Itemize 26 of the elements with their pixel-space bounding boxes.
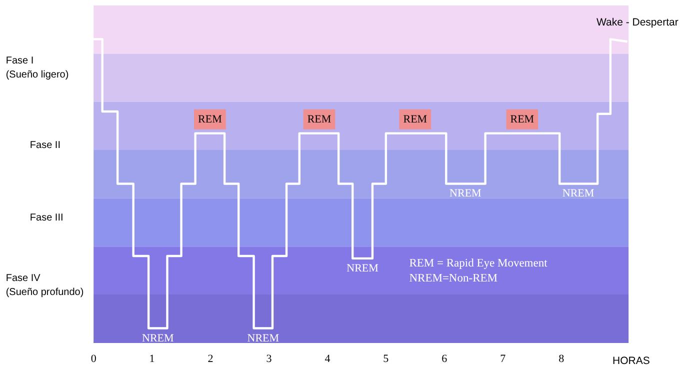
- annotation: REM: [403, 113, 428, 126]
- x-tick-label: 2: [208, 352, 214, 365]
- x-tick-label: 7: [500, 352, 506, 365]
- annotation: REM = Rapid Eye Movement: [409, 258, 548, 270]
- annotation: NREM: [562, 188, 594, 200]
- x-tick-label: 1: [149, 352, 155, 365]
- text: Fase IV (Sueño profundo): [6, 272, 84, 298]
- text: Fase II: [30, 140, 60, 151]
- annotation: REM: [198, 113, 222, 126]
- annotation: REM: [510, 113, 534, 126]
- x-tick-label: 0: [90, 352, 97, 365]
- annotation: NREM: [346, 262, 379, 274]
- x-tick-label: 5: [383, 352, 390, 365]
- annotation: REM: [307, 113, 332, 126]
- annotation: NREM: [247, 332, 280, 344]
- text: Wake - Despertar: [596, 16, 679, 28]
- x-axis-title: HORAS: [612, 354, 650, 367]
- text: Fase I (Sueño ligero): [6, 55, 69, 81]
- annotation: NREM: [450, 188, 482, 200]
- annotation: NREM=Non-REM: [409, 272, 498, 285]
- x-tick-label: 3: [266, 352, 272, 365]
- x-tick-label: 4: [324, 352, 331, 365]
- annotation: NREM: [142, 332, 174, 344]
- x-tick-label: 6: [442, 352, 448, 365]
- text: Fase III: [30, 212, 64, 224]
- x-tick-label: 8: [558, 352, 565, 365]
